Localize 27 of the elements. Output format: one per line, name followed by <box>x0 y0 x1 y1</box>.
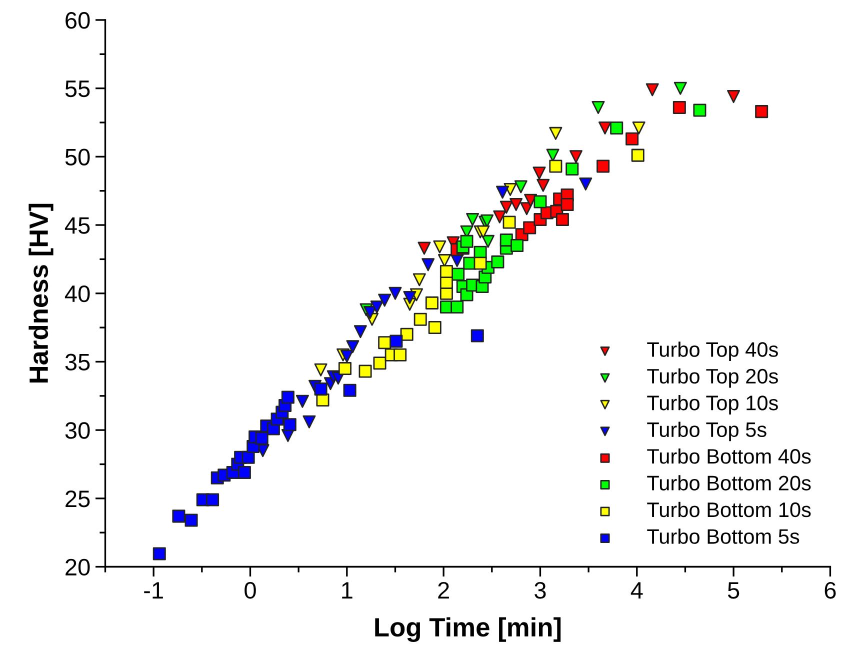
y-tick-label: 60 <box>66 12 90 29</box>
legend-label: Turbo Top 5s <box>647 422 766 442</box>
legend-label: Turbo Bottom 5s <box>647 528 800 544</box>
y-tick-label: 35 <box>65 354 90 371</box>
legend-label: Turbo Bottom 20s <box>647 475 811 490</box>
legend-label: Turbo Bottom 10s <box>647 502 811 518</box>
y-tick-label: 20 <box>66 558 90 576</box>
x-tick-label: 4 <box>630 582 643 598</box>
y-tick-label: 55 <box>65 80 90 98</box>
x-tick-label: 5 <box>728 582 740 599</box>
y-tick-label: 50 <box>65 148 90 166</box>
y-tick-label: 45 <box>64 217 90 234</box>
x-tick-label: -1 <box>144 582 163 598</box>
legend-label: Turbo Top 10s <box>647 395 778 414</box>
x-tick-label: 0 <box>244 582 256 599</box>
legend-label: Turbo Bottom 40s <box>647 448 811 464</box>
y-tick-label: 40 <box>64 285 90 302</box>
legend-label: Turbo Top 20s <box>647 368 778 388</box>
x-tick-label: 2 <box>438 582 449 598</box>
x-axis-title: Log Time [min] <box>375 617 561 642</box>
y-tick-label: 25 <box>66 490 90 508</box>
x-tick-label: 1 <box>342 582 352 598</box>
x-tick-label: 3 <box>534 582 546 599</box>
x-tick-label: 6 <box>824 582 836 599</box>
legend-label: Turbo Top 40s <box>647 342 778 362</box>
y-axis-title: Hardness [HV] <box>28 204 54 383</box>
y-tick-label: 30 <box>65 422 90 439</box>
